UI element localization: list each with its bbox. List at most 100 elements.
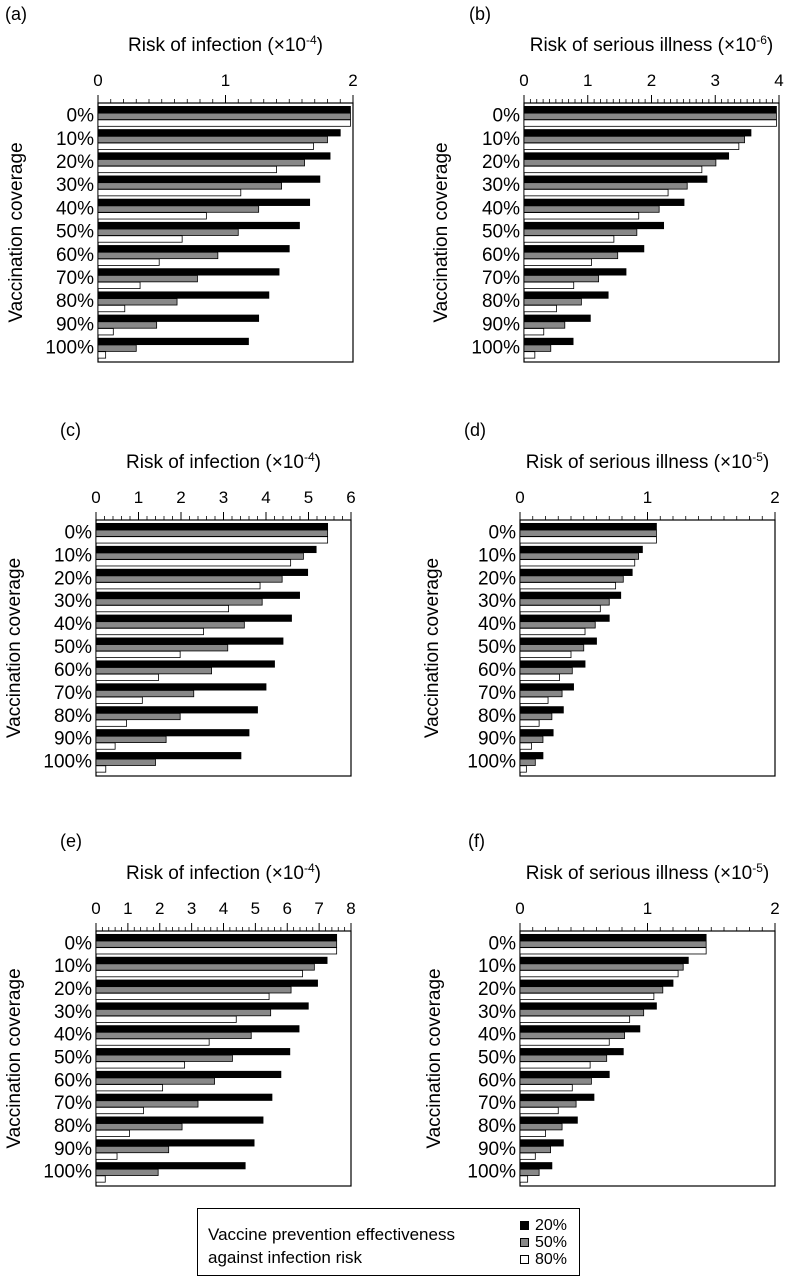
panel-e-axis-title: Risk of infection (×10-4) — [126, 861, 321, 884]
panel-e-bar-80-100pct — [95, 1175, 106, 1183]
panel-e-category-label: 30% — [54, 1002, 92, 1023]
panel-f-bar-50-10pct — [519, 963, 684, 971]
panel-a-xtick-label: 2 — [348, 71, 357, 90]
panel-f-axis-title-text: Risk of serious illness ( — [526, 863, 721, 884]
panel-a-bar-80-80pct — [97, 304, 126, 313]
panel-d-bar-20-70pct — [519, 683, 574, 691]
panel-f-category-label: 60% — [478, 1070, 516, 1091]
panel-f-xtick-label: 0 — [515, 899, 524, 918]
panel-b-category-label: 10% — [482, 129, 520, 150]
panel-b-bar-80-70pct — [523, 281, 575, 289]
panel-b: (b) Risk of serious illness (×10-6) Vaccin… — [431, 4, 784, 363]
panel-d-category-label: 70% — [478, 683, 516, 704]
panel-e-bar-80-90pct — [95, 1152, 118, 1160]
panel-c-bar-50-100pct — [95, 758, 156, 766]
panel-c-bar-50-60pct — [95, 667, 212, 675]
panel-e-axis-title-close: ) — [315, 863, 321, 884]
panel-b-category-label: 60% — [482, 245, 520, 266]
panel-b-bar-50-40pct — [523, 205, 660, 213]
panel-f-bar-80-90pct — [519, 1152, 536, 1160]
panel-e: (e) Risk of infection (×10-4) Vaccination … — [4, 831, 356, 1187]
panel-f-bar-50-20pct — [519, 986, 664, 994]
panel-e-bar-20-70pct — [95, 1093, 273, 1101]
panel-b-bar-20-50pct — [523, 221, 665, 230]
panel-a-bar-80-30pct — [97, 189, 242, 197]
panel-e-bar-80-80pct — [95, 1129, 130, 1137]
panel-d-bar-80-40pct — [519, 627, 586, 636]
panel-b-bar-80-60pct — [523, 258, 592, 266]
panel-d-bar-80-50pct — [519, 650, 572, 659]
panel-b-bar-50-0pct — [523, 112, 777, 120]
panel-f-category-label: 40% — [478, 1025, 516, 1046]
panel-c-bar-50-80pct — [95, 712, 181, 721]
panel-e-xtick-label: 1 — [123, 899, 132, 918]
panel-d-bar-20-20pct — [519, 568, 633, 576]
panel-e-bar-50-90pct — [95, 1145, 170, 1154]
panel-a-axis-title-text: Risk of infection ( — [128, 35, 274, 56]
panel-e-xtick-label: 2 — [155, 899, 164, 918]
panel-f-bar-20-80pct — [519, 1116, 578, 1124]
panel-f: (f) Risk of serious illness (×10-5) Vaccin… — [424, 831, 780, 1187]
panel-e-category-label: 100% — [43, 1162, 92, 1183]
panel-a-category-label: 30% — [56, 175, 94, 196]
legend-label-50: 50% — [535, 1233, 568, 1251]
panel-d-category-label: 50% — [478, 637, 516, 658]
panel-c-axis-title: Risk of infection (×10-4) — [126, 450, 321, 473]
panel-e-category-label: 70% — [54, 1093, 92, 1114]
panel-b-bar-50-30pct — [523, 182, 688, 190]
legend-title-line2: against infection risk — [208, 1248, 363, 1267]
panel-a-category-label: 50% — [56, 222, 94, 243]
panel-f-bar-20-0pct — [519, 933, 707, 942]
panel-d-xtick-label: 0 — [515, 488, 524, 507]
legend-label-80: 80% — [535, 1250, 568, 1268]
panel-c-bar-20-0pct — [95, 522, 329, 531]
panel-d-bar-50-80pct — [519, 712, 553, 721]
panel-b-bar-50-50pct — [523, 228, 638, 236]
panel-e-bar-50-50pct — [95, 1054, 233, 1062]
panel-b-xtick-label: 3 — [711, 71, 720, 90]
panel-a-bar-20-70pct — [97, 268, 280, 276]
panel-e-bar-20-90pct — [95, 1139, 255, 1147]
panel-d-bar-50-10pct — [519, 552, 639, 560]
panel-c-category-label: 40% — [54, 614, 92, 635]
panel-f-bar-80-100pct — [519, 1175, 529, 1183]
panel-c-xtick-label: 3 — [219, 488, 228, 507]
panel-c-bar-20-60pct — [95, 660, 275, 668]
panel-c-xtick-label: 6 — [346, 488, 355, 507]
panel-d-label: (d) — [464, 420, 486, 440]
panel-e-category-label: 40% — [54, 1025, 92, 1046]
panel-e-xtick-label: 3 — [187, 899, 196, 918]
panel-a-category-label: 40% — [56, 198, 94, 219]
legend-title-line1: Vaccine prevention effectiveness — [208, 1225, 455, 1244]
panel-c-bar-50-90pct — [95, 735, 167, 743]
panel-a-xtick-label: 1 — [221, 71, 230, 90]
panel-c-axis-title-close: ) — [315, 452, 321, 473]
panel-d-bar-80-0pct — [519, 536, 657, 544]
legend-label-20: 20% — [535, 1216, 568, 1234]
panel-f-category-label: 80% — [478, 1116, 516, 1137]
panel-e-category-label: 50% — [54, 1048, 92, 1069]
panel-a-bar-80-90pct — [97, 328, 114, 336]
panel-f-bar-20-60pct — [519, 1070, 610, 1079]
panel-f-bar-80-20pct — [519, 992, 655, 1001]
panel-f-bar-50-60pct — [519, 1077, 592, 1085]
panel-f-category-label: 10% — [478, 956, 516, 977]
panel-a-bar-50-60pct — [97, 251, 219, 260]
panel-c-xtick-label: 0 — [91, 488, 100, 507]
panel-e-bar-50-10pct — [95, 963, 315, 971]
panel-e-bar-20-50pct — [95, 1048, 291, 1056]
panel-f-category-label: 90% — [478, 1139, 516, 1160]
panel-b-bar-50-90pct — [523, 321, 566, 329]
panel-c: (c) Risk of infection (×10-4) Vaccination … — [4, 420, 356, 777]
panel-e-bar-80-60pct — [95, 1084, 164, 1092]
panel-c-bar-20-40pct — [95, 614, 292, 622]
panel-b-bar-50-10pct — [523, 135, 745, 144]
panel-a-bar-50-40pct — [97, 205, 260, 213]
panel-d-bar-20-60pct — [519, 660, 586, 668]
panel-d-bar-80-100pct — [519, 765, 527, 773]
panel-c-axis-title-exp: -4 — [304, 450, 315, 464]
panel-a-bar-20-80pct — [97, 291, 270, 299]
panel-b-bar-80-100pct — [523, 351, 536, 359]
panel-f-axis-title-close: ) — [763, 863, 769, 884]
panel-d-category-label: 100% — [467, 752, 516, 773]
